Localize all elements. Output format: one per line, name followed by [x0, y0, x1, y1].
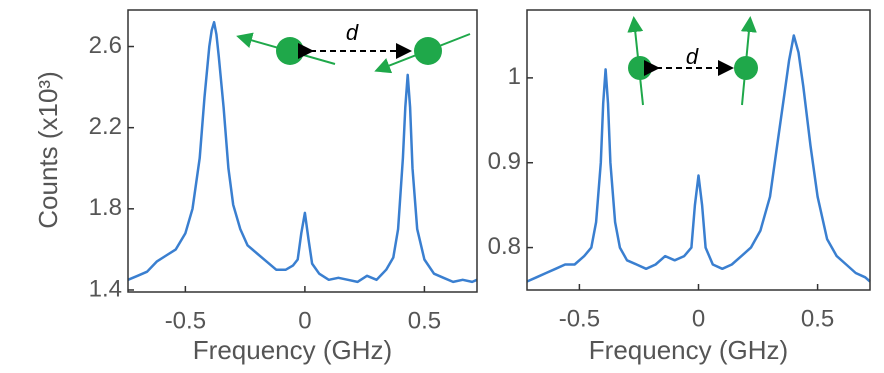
- data-line: [526, 34, 871, 283]
- y-tick-label: 2.6: [89, 32, 122, 59]
- atom: [734, 56, 758, 80]
- plot-frame: [526, 9, 871, 291]
- annotation: d: [686, 44, 699, 69]
- atom: [276, 37, 304, 65]
- plot-frame: [127, 9, 478, 293]
- y-tick-label: 0.9: [488, 148, 521, 175]
- y-axis-label: Counts (x10³): [33, 71, 63, 229]
- x-axis-label: Frequency (GHz): [193, 335, 392, 365]
- spin-diagrams: [236, 16, 758, 106]
- data-line: [127, 20, 478, 284]
- y-tick-label: 1.8: [89, 194, 122, 221]
- y-tick-label: 2.2: [89, 113, 122, 140]
- atom: [628, 56, 652, 80]
- x-tick-label: -0.5: [559, 305, 600, 332]
- x-tick-label: 0.5: [408, 307, 441, 334]
- x-tick-label: 0: [692, 305, 705, 332]
- x-axis-label: Frequency (GHz): [589, 335, 788, 365]
- atom: [414, 37, 442, 65]
- x-tick-label: -0.5: [165, 307, 206, 334]
- y-tick-label: 0.8: [488, 233, 521, 260]
- y-tick-label: 1.4: [89, 275, 122, 302]
- y-tick-label: 1: [508, 63, 521, 90]
- x-tick-label: 0.5: [801, 305, 834, 332]
- annotation: d: [346, 20, 359, 45]
- x-tick-label: 0: [298, 307, 311, 334]
